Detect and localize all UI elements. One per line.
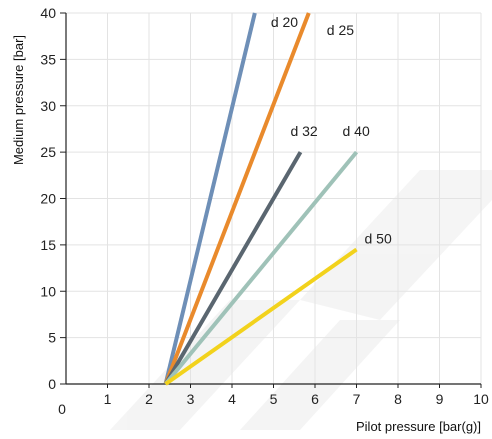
series-line-1 bbox=[163, 12, 257, 385]
y-tick-label-15: 15 bbox=[40, 237, 56, 253]
x-tick-label-7: 7 bbox=[353, 391, 361, 407]
y-tick-label-25: 25 bbox=[40, 144, 56, 160]
series-line-2 bbox=[163, 12, 311, 385]
y-tick-label-10: 10 bbox=[40, 283, 56, 299]
y-tick-label-0: 0 bbox=[48, 376, 56, 392]
y-tick-label-35: 35 bbox=[40, 51, 56, 67]
x-tick-label-6: 6 bbox=[311, 391, 319, 407]
series-label-4: d 40 bbox=[343, 123, 370, 139]
series-line-3 bbox=[163, 151, 303, 386]
y-tick-label-5: 5 bbox=[48, 330, 56, 346]
series-lines bbox=[163, 12, 359, 386]
y-tick-label-30: 30 bbox=[40, 98, 56, 114]
series-label-1: d 20 bbox=[271, 14, 298, 30]
x-tick-label-9: 9 bbox=[436, 391, 444, 407]
x-axis-label: Pilot pressure [bar(g)] bbox=[356, 419, 481, 434]
x-tick-label-3: 3 bbox=[187, 391, 195, 407]
x-tick-label-8: 8 bbox=[394, 391, 402, 407]
series-label-3: d 32 bbox=[290, 123, 317, 139]
x-tick-label-0: 0 bbox=[58, 401, 66, 417]
axes bbox=[60, 12, 482, 388]
y-tick-label-20: 20 bbox=[40, 191, 56, 207]
y-axis-label: Medium pressure [bar] bbox=[11, 35, 26, 165]
x-tick-label-2: 2 bbox=[145, 391, 153, 407]
x-tick-label-10: 10 bbox=[473, 391, 489, 407]
series-line-4 bbox=[164, 150, 359, 386]
x-tick-label-5: 5 bbox=[270, 391, 278, 407]
series-label-5: d 50 bbox=[365, 231, 392, 247]
x-tick-label-1: 1 bbox=[104, 391, 112, 407]
tick-labels: 0 1 2 3 4 5 6 7 8 9 10 0 5 10 15 20 25 30 35 40 bbox=[40, 5, 489, 417]
series-labels: d 20 d 25 d 32 d 40 d 50 bbox=[271, 14, 392, 247]
y-tick-label-40: 40 bbox=[40, 5, 56, 21]
series-label-2: d 25 bbox=[327, 22, 354, 38]
series-line-5 bbox=[164, 247, 358, 386]
x-tick-label-4: 4 bbox=[228, 391, 236, 407]
